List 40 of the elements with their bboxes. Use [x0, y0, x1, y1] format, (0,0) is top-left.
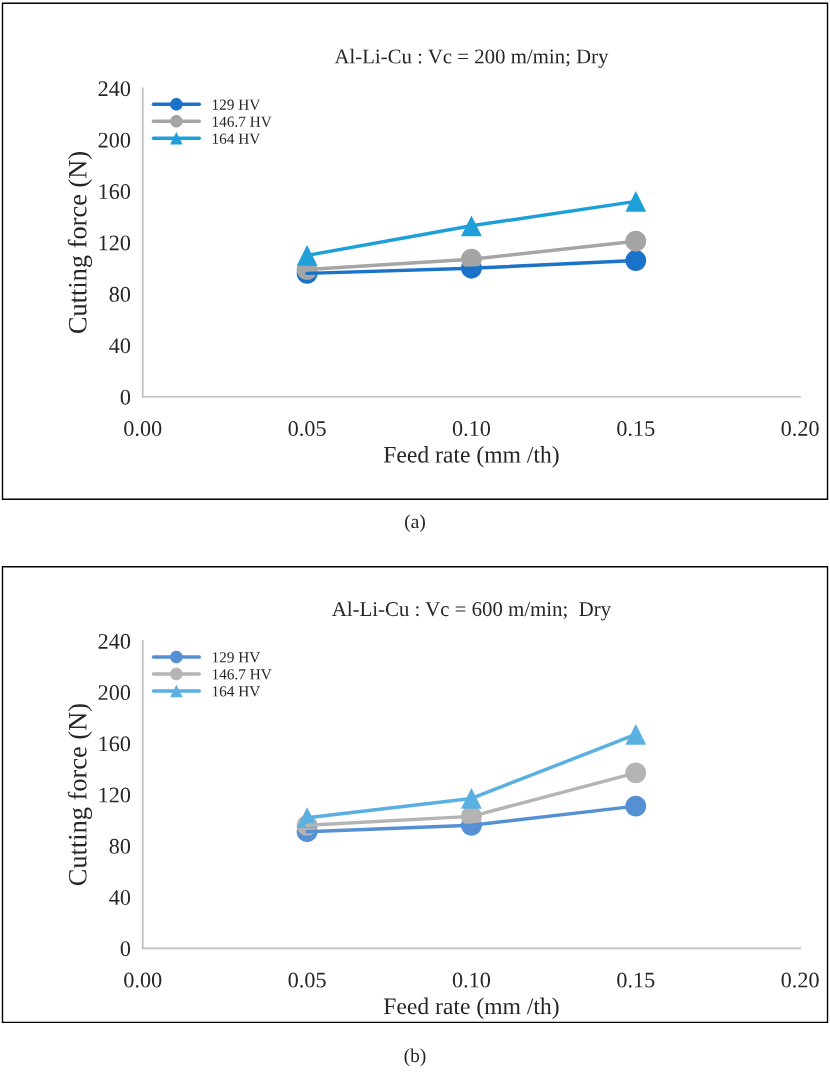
x-tick-label: 0.05	[288, 972, 326, 988]
y-tick-label: 40	[109, 890, 131, 905]
x-tick-label: 0.05	[288, 421, 326, 437]
x-tick-label: 0.00	[124, 421, 162, 437]
legend-label: 129 HV	[212, 652, 261, 663]
y-axis-title: Cutting force (N)	[67, 704, 93, 886]
y-tick-label: 200	[98, 685, 131, 701]
y-tick-label: 200	[98, 132, 131, 148]
y-tick-label: 120	[99, 235, 131, 251]
legend-label: 164 HV	[212, 133, 261, 144]
chart-title: Al-Li-Cu : Vc = 200 m/min; Dry	[334, 48, 609, 68]
y-tick-label: 120	[99, 787, 131, 803]
chart-title: Al-Li-Cu : Vc = 600 m/min; Dry	[332, 601, 612, 621]
y-tick-label: 160	[99, 736, 131, 752]
y-tick-label: 80	[109, 838, 131, 854]
x-tick-label: 0.15	[617, 421, 655, 437]
legend-label: 164 HV	[212, 686, 261, 697]
y-tick-label: 80	[109, 286, 131, 302]
text: (b)	[404, 1048, 426, 1067]
x-tick-label: 0.15	[617, 972, 655, 988]
x-tick-label: 0.00	[124, 972, 162, 988]
y-tick-label: 240	[98, 81, 131, 97]
y-tick-label: 240	[98, 633, 131, 649]
x-tick-label: 0.10	[452, 421, 491, 437]
y-tick-label: 0	[120, 941, 131, 957]
x-tick-label: 0.10	[452, 972, 491, 988]
point	[625, 190, 647, 212]
y-axis-title: Cutting force (N)	[67, 152, 93, 334]
y-tick-label: 160	[99, 184, 131, 200]
legend-label: 146.7 HV	[212, 669, 272, 680]
y-tick-label: 0	[120, 389, 131, 405]
point	[296, 244, 318, 266]
y-tick-label: 40	[109, 338, 131, 354]
x-axis-title: Feed rate (mm /th)	[383, 997, 559, 1020]
legend-label: 129 HV	[212, 99, 261, 110]
x-tick-label: 0.20	[781, 421, 819, 437]
text: (a)	[405, 514, 425, 533]
legend-label: 146.7 HV	[212, 116, 272, 127]
x-tick-label: 0.20	[781, 972, 819, 988]
x-axis-title: Feed rate (mm /th)	[383, 446, 559, 468]
